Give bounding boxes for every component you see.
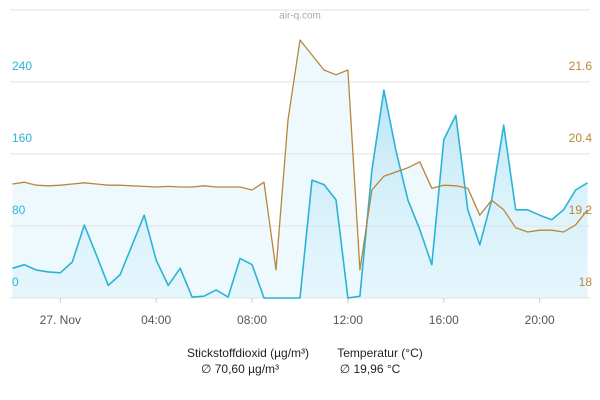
area [12,40,588,298]
legend-mean: ∅ 70,60 µg/m³ [201,362,279,376]
legend-name: Temperatur (°C) [337,346,422,360]
y2-tick-label: 19.2 [569,203,593,217]
x-tick-label: 16:00 [429,313,459,327]
y2-tick-label: 21.6 [569,59,593,73]
legend: Stickstoffdioxid (µg/m³) ∅ 70,60 µg/m³ T… [187,346,423,376]
x-tick-label: 27. Nov [40,313,81,327]
y-tick-label: 240 [12,59,32,73]
legend-name: Stickstoffdioxid (µg/m³) [187,346,309,360]
x-tick-label: 04:00 [141,313,171,327]
chart-title: air-q.com [279,11,321,22]
x-tick-label: 12:00 [333,313,363,327]
x-tick-label: 08:00 [237,313,267,327]
legend-mean: ∅ 19,96 °C [340,362,401,376]
y2-tick-label: 20.4 [569,131,593,145]
x-tick-label: 20:00 [525,313,555,327]
y2-tick-label: 18 [579,275,593,289]
line [12,39,589,271]
y-tick-label: 160 [12,131,32,145]
y-tick-label: 80 [12,203,26,217]
y-tick-label: 0 [12,275,19,289]
